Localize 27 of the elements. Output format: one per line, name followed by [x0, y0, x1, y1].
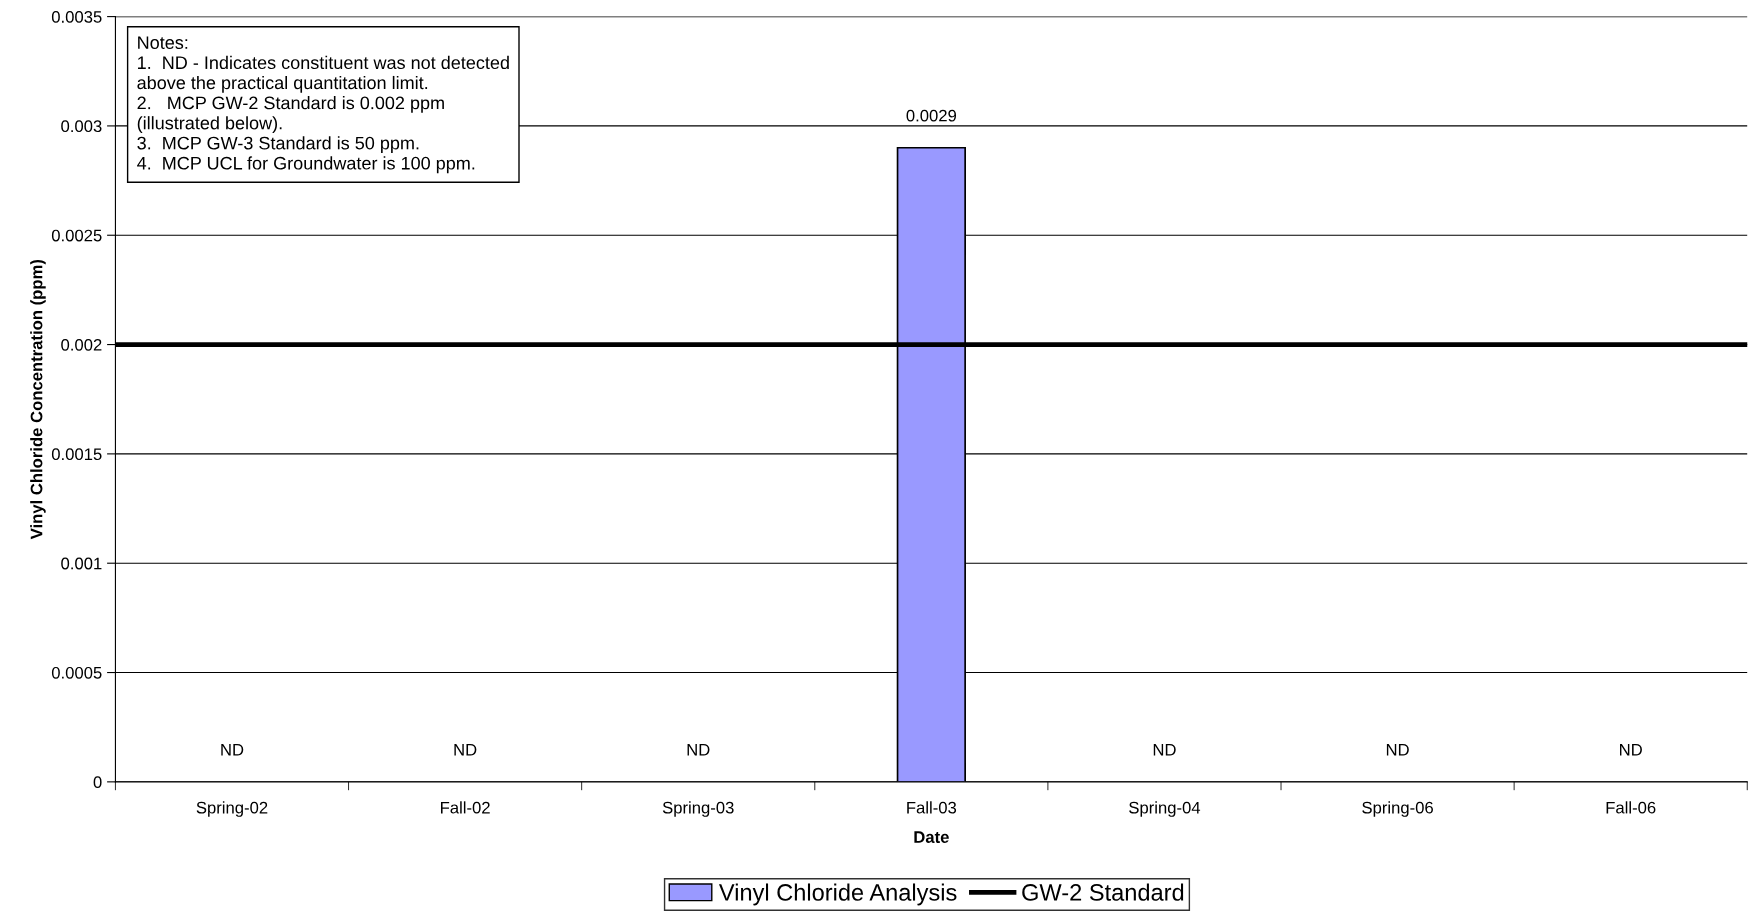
legend-label: Vinyl Chloride Analysis	[718, 883, 957, 906]
data-label: 0.0029	[906, 109, 957, 122]
x-tick-label: Spring-03	[662, 801, 734, 817]
text: ND	[1620, 743, 1642, 756]
y-tick-label: 0.001	[61, 557, 102, 570]
y-tick-label: 0.0035	[51, 11, 102, 23]
legend-label: GW-2 Standard	[1022, 883, 1184, 901]
x-tick-label: Spring-04	[1129, 801, 1201, 817]
y-axis-title: Vinyl Chloride Concentration (ppm)	[30, 259, 46, 540]
x-tick-label: Fall-02	[441, 801, 490, 814]
y-tick-label: 0.0015	[51, 448, 102, 461]
x-tick-label: Fall-06	[1606, 801, 1656, 814]
text: ND	[454, 743, 477, 756]
y-tick-label: 0.002	[61, 338, 102, 351]
y-tick-label: 0.0005	[51, 666, 102, 679]
text: ND	[1386, 743, 1409, 756]
annotation: Notes: 1. ND - Indicates constituent was not detected above the practical quantitation limit. 2. MCP GW-2 Standard is 0.002 ppm (illustrated below). 3. MCP GW-3 Standard is 50 ppm. 4. MCP UCL for Groundwater is 100 ppm.	[137, 36, 509, 174]
y-tick-label: 0.0025	[51, 229, 102, 242]
x-tick-label: Spring-06	[1362, 801, 1433, 817]
text: ND	[221, 743, 244, 756]
y-tick-label: 0.003	[61, 120, 102, 133]
text: ND	[1153, 743, 1176, 756]
x-tick-label: Spring-02	[196, 801, 268, 817]
y-tick-label: 0	[93, 776, 102, 789]
text: ND	[687, 743, 710, 756]
x-tick-label: Fall-03	[907, 801, 957, 814]
x-axis-title: Date	[914, 831, 949, 843]
